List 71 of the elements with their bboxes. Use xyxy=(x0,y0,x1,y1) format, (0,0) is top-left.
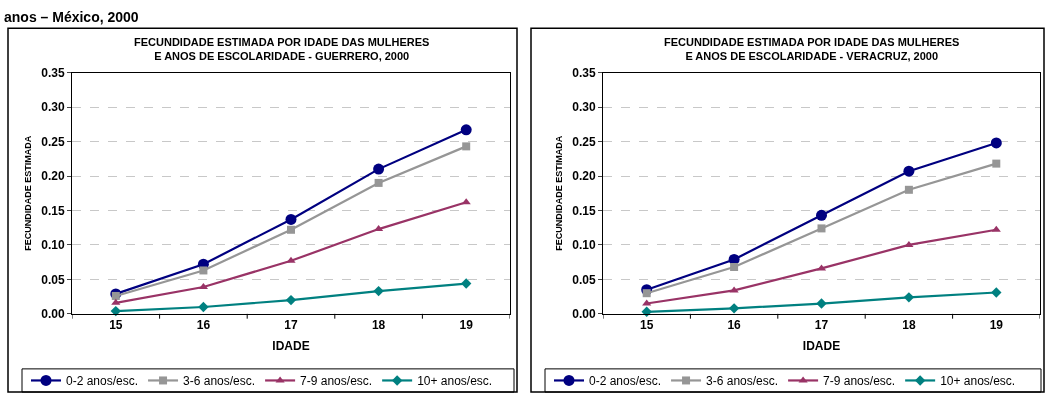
x-tick-label: 18 xyxy=(371,318,386,333)
point xyxy=(461,278,472,289)
point xyxy=(373,163,385,175)
y-tick-label: 0.00 xyxy=(572,307,596,322)
legend-label: 3-6 anos/esc. xyxy=(706,374,779,389)
y-tick-label: 0.25 xyxy=(41,134,65,149)
y-tick-label: 0.15 xyxy=(41,203,65,218)
x-tick-label: 18 xyxy=(902,318,916,333)
y-tick-label: 0.05 xyxy=(572,272,596,287)
point xyxy=(285,294,297,306)
y-tick-label: 0.30 xyxy=(41,100,65,115)
y-tick-label: 0.20 xyxy=(41,169,65,184)
point xyxy=(904,185,913,194)
y-tick-label: 0.15 xyxy=(572,203,596,218)
legend-label: 10+ anos/esc. xyxy=(417,374,493,389)
point xyxy=(286,256,296,263)
point xyxy=(816,209,827,221)
y-tick-label: 0.35 xyxy=(41,65,65,80)
legend-label: 10+ anos/esc. xyxy=(940,374,1016,389)
point xyxy=(460,124,472,136)
x-tick-label: 17 xyxy=(284,318,298,333)
y-axis-title: FECUNDIDADE ESTIMADA xyxy=(22,135,33,251)
x-tick-label: 19 xyxy=(459,318,474,333)
point xyxy=(817,224,826,233)
x-tick-label: 15 xyxy=(109,318,123,333)
y-tick-label: 0.10 xyxy=(41,238,65,253)
text: anos – México, 2000 xyxy=(4,9,139,25)
point xyxy=(992,159,1001,168)
y-tick-label: 0.30 xyxy=(572,100,596,115)
y-tick-label: 0.35 xyxy=(572,65,596,80)
point xyxy=(110,305,121,317)
point xyxy=(903,292,915,303)
legend-label: 3-6 anos/esc. xyxy=(183,374,256,389)
point xyxy=(904,240,914,247)
x-tick-label: 16 xyxy=(196,318,211,333)
point xyxy=(816,298,827,309)
point xyxy=(111,298,121,305)
point xyxy=(199,266,208,275)
point xyxy=(641,306,652,317)
x-tick-label: 19 xyxy=(989,318,1004,333)
legend-label: 0-2 anos/esc. xyxy=(589,374,662,389)
y-tick-label: 0.05 xyxy=(41,272,65,287)
legend-label: 7-9 anos/esc. xyxy=(300,374,373,389)
point xyxy=(285,213,297,225)
point xyxy=(990,137,1002,149)
point xyxy=(991,287,1002,298)
point xyxy=(991,225,1001,232)
x-axis-title: IDADE xyxy=(272,339,310,354)
point xyxy=(462,142,471,151)
y-tick-label: 0.25 xyxy=(572,134,596,149)
point xyxy=(642,289,651,298)
x-axis-title: IDADE xyxy=(802,339,841,354)
point xyxy=(198,301,209,313)
point xyxy=(903,165,915,177)
x-tick-label: 15 xyxy=(640,318,654,333)
y-tick-label: 0.00 xyxy=(41,307,65,322)
point xyxy=(642,299,652,306)
chart-title: FECUNDIDADE ESTIMADA POR IDADE DAS MULHERES E ANOS DE ESCOLARIDADE - VERACRUZ, 2000 xyxy=(664,36,960,63)
point xyxy=(728,303,740,314)
legend-label: 0-2 anos/esc. xyxy=(66,374,139,389)
chart-title: FECUNDIDADE ESTIMADA POR IDADE DAS MULHERES E ANOS DE ESCOLARIDADE - GUERRERO, 2000 xyxy=(134,36,430,63)
y-tick-label: 0.20 xyxy=(572,169,596,184)
point xyxy=(374,178,383,187)
point xyxy=(287,225,295,234)
x-tick-label: 17 xyxy=(814,318,829,333)
x-tick-label: 16 xyxy=(727,318,742,333)
y-tick-label: 0.10 xyxy=(572,238,596,253)
legend-label: 7-9 anos/esc. xyxy=(823,374,896,389)
point xyxy=(730,263,739,271)
point xyxy=(373,285,384,297)
y-axis-title: FECUNDIDADE ESTIMADA xyxy=(553,135,564,251)
